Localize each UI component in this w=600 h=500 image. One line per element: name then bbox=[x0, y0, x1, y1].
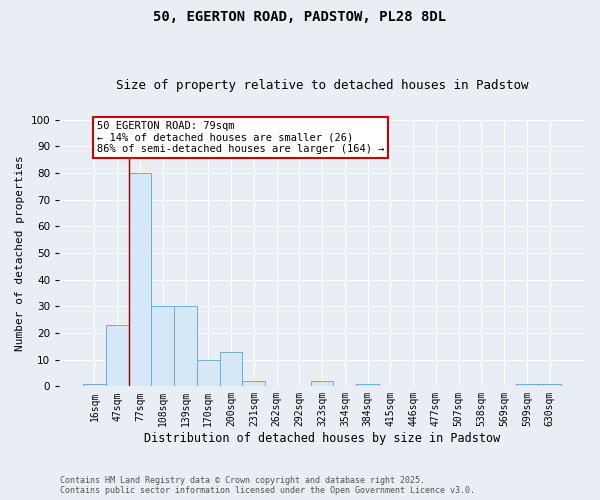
Bar bbox=[311, 381, 334, 386]
Text: 50, EGERTON ROAD, PADSTOW, PL28 8DL: 50, EGERTON ROAD, PADSTOW, PL28 8DL bbox=[154, 10, 446, 24]
Bar bbox=[128, 173, 151, 386]
Bar bbox=[538, 384, 561, 386]
Bar bbox=[174, 306, 197, 386]
Bar bbox=[515, 384, 538, 386]
Bar bbox=[242, 381, 265, 386]
Title: Size of property relative to detached houses in Padstow: Size of property relative to detached ho… bbox=[116, 79, 529, 92]
Text: Contains HM Land Registry data © Crown copyright and database right 2025.
Contai: Contains HM Land Registry data © Crown c… bbox=[60, 476, 475, 495]
Bar bbox=[106, 325, 128, 386]
Text: 50 EGERTON ROAD: 79sqm
← 14% of detached houses are smaller (26)
86% of semi-det: 50 EGERTON ROAD: 79sqm ← 14% of detached… bbox=[97, 121, 384, 154]
Y-axis label: Number of detached properties: Number of detached properties bbox=[15, 155, 25, 351]
Bar bbox=[356, 384, 379, 386]
Bar bbox=[197, 360, 220, 386]
Bar bbox=[151, 306, 174, 386]
Bar bbox=[83, 384, 106, 386]
X-axis label: Distribution of detached houses by size in Padstow: Distribution of detached houses by size … bbox=[144, 432, 500, 445]
Bar bbox=[220, 352, 242, 386]
